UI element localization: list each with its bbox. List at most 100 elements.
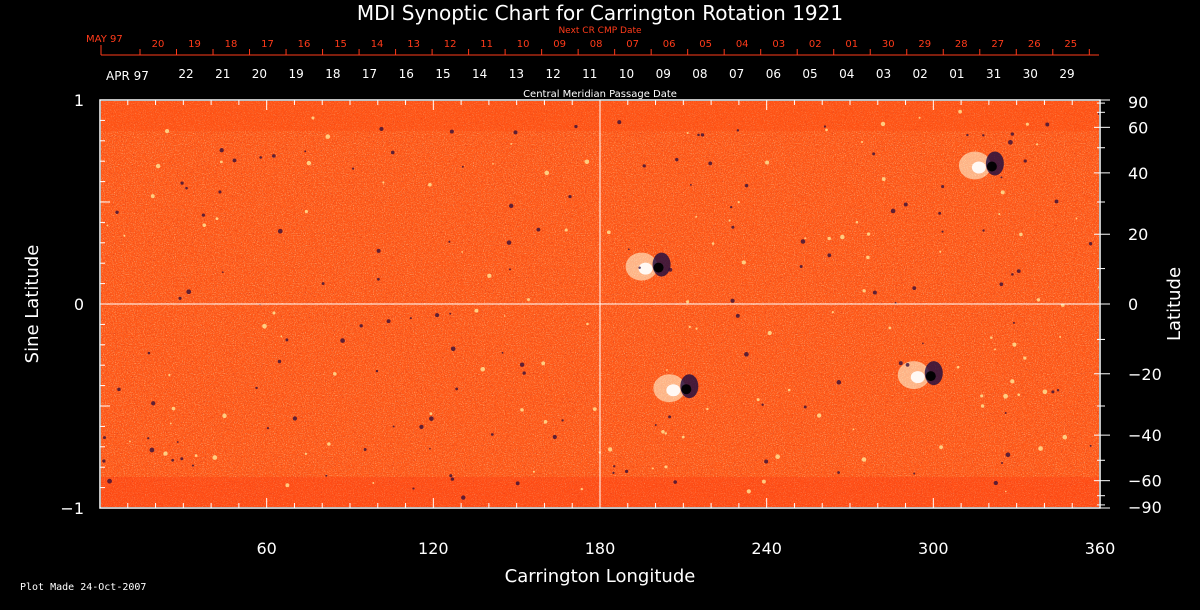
flux-element-positive xyxy=(939,250,942,253)
flux-element-negative xyxy=(982,134,985,137)
flux-element-negative xyxy=(449,129,454,134)
top-axis-date: 20 xyxy=(152,39,165,50)
flux-element-positive xyxy=(852,428,855,431)
flux-element-positive xyxy=(761,479,766,484)
flux-element-negative xyxy=(872,152,876,156)
flux-element-negative xyxy=(668,415,672,419)
top-axis-date: 16 xyxy=(298,39,311,50)
plot-made-footer: Plot Made 24-Oct-2007 xyxy=(20,582,146,593)
flux-element-negative xyxy=(827,253,832,258)
flux-element-negative xyxy=(390,150,395,155)
flux-element-positive xyxy=(939,445,943,450)
flux-element-negative xyxy=(744,183,749,188)
top-axis-date: 17 xyxy=(261,39,274,50)
flux-element-positive xyxy=(1010,379,1015,384)
flux-element-positive xyxy=(150,194,155,199)
flux-element-positive xyxy=(728,219,731,222)
top-axis-date: 03 xyxy=(772,39,785,50)
y-left-tick-label: 1 xyxy=(74,91,84,110)
bottom-axis-date: 07 xyxy=(729,67,744,81)
flux-element-positive xyxy=(1019,232,1023,237)
bottom-axis-date: 14 xyxy=(472,67,487,81)
bottom-axis-date: 06 xyxy=(766,67,781,81)
flux-element-negative xyxy=(218,190,222,194)
top-axis-date: 27 xyxy=(991,39,1004,50)
flux-element-positive xyxy=(1038,446,1043,451)
flux-element-positive xyxy=(686,132,689,135)
flux-element-negative xyxy=(982,229,985,232)
y-right-tick-label: 60 xyxy=(1128,118,1148,137)
flux-element-negative xyxy=(392,425,395,428)
flux-element-positive xyxy=(333,372,337,376)
bottom-axis-date: 17 xyxy=(362,67,377,81)
flux-element-positive xyxy=(304,209,308,214)
flux-element-negative xyxy=(966,133,969,137)
flux-element-negative xyxy=(673,480,677,484)
flux-element-negative xyxy=(890,208,896,214)
top-axis-date: 12 xyxy=(444,39,457,50)
y-right-axis-label: Latitude xyxy=(1164,267,1185,341)
flux-element-negative xyxy=(325,474,328,477)
flux-element-negative xyxy=(894,301,897,304)
flux-element-positive xyxy=(918,116,921,119)
flux-element-negative xyxy=(642,164,646,168)
grid-lines xyxy=(100,100,1100,508)
flux-element-positive xyxy=(994,348,996,351)
flux-element-negative xyxy=(700,133,705,137)
flux-element-positive xyxy=(888,326,892,330)
top-axis-date: 15 xyxy=(334,39,347,50)
flux-element-negative xyxy=(232,158,237,163)
flux-element-negative xyxy=(764,459,769,464)
flux-element-positive xyxy=(787,388,791,392)
flux-element-positive xyxy=(1036,298,1041,302)
flux-element-negative xyxy=(409,317,412,320)
flux-element-positive xyxy=(304,452,308,455)
active-region-positive-core xyxy=(910,371,925,384)
flux-element-positive xyxy=(492,163,494,165)
flux-element-negative xyxy=(151,401,156,406)
flux-element-negative xyxy=(612,471,615,474)
flux-element-negative xyxy=(1054,199,1059,204)
flux-element-negative xyxy=(1004,412,1007,414)
flux-element-negative xyxy=(429,416,434,421)
flux-element-negative xyxy=(617,120,622,125)
flux-element-negative xyxy=(628,248,630,251)
flux-element-negative xyxy=(638,266,641,269)
flux-element-negative xyxy=(823,125,827,128)
bottom-axis-date: 12 xyxy=(545,67,560,81)
flux-element-positive xyxy=(686,300,690,304)
top-date-axis: Next CR CMP Date MAY 97 20 19 18 17 16 15 14 13… xyxy=(86,26,1099,56)
flux-element-positive xyxy=(510,143,513,145)
y-right-tick-label: 20 xyxy=(1128,225,1148,244)
flux-element-negative xyxy=(386,319,391,324)
flux-element-positive xyxy=(861,457,867,462)
flux-element-positive xyxy=(681,435,685,439)
flux-element-negative xyxy=(277,359,282,364)
x-tick-label: 180 xyxy=(585,539,616,558)
flux-element-negative xyxy=(461,165,464,168)
flux-element-negative xyxy=(613,465,616,468)
flux-element-positive xyxy=(695,215,698,218)
active-region-positive-core xyxy=(971,161,986,174)
flux-element-positive xyxy=(123,234,126,237)
flux-element-negative xyxy=(171,458,175,462)
flux-element-negative xyxy=(506,240,512,245)
flux-element-negative xyxy=(271,154,276,158)
y-right-tick-label: −90 xyxy=(1128,498,1162,517)
flux-element-negative xyxy=(292,416,298,421)
flux-element-negative xyxy=(668,267,673,272)
flux-element-negative xyxy=(1012,321,1015,324)
flux-element-positive xyxy=(831,310,834,314)
flux-element-negative xyxy=(221,271,224,274)
flux-element-negative xyxy=(689,183,692,186)
flux-element-positive xyxy=(956,365,960,369)
flux-element-negative xyxy=(1010,132,1015,136)
flux-element-positive xyxy=(526,298,530,302)
flux-element-negative xyxy=(836,380,842,385)
flux-element-positive xyxy=(746,489,751,494)
flux-element-positive xyxy=(861,141,864,144)
flux-element-negative xyxy=(180,181,184,185)
top-axis-date: 09 xyxy=(553,39,566,50)
flux-element-positive xyxy=(520,408,524,412)
